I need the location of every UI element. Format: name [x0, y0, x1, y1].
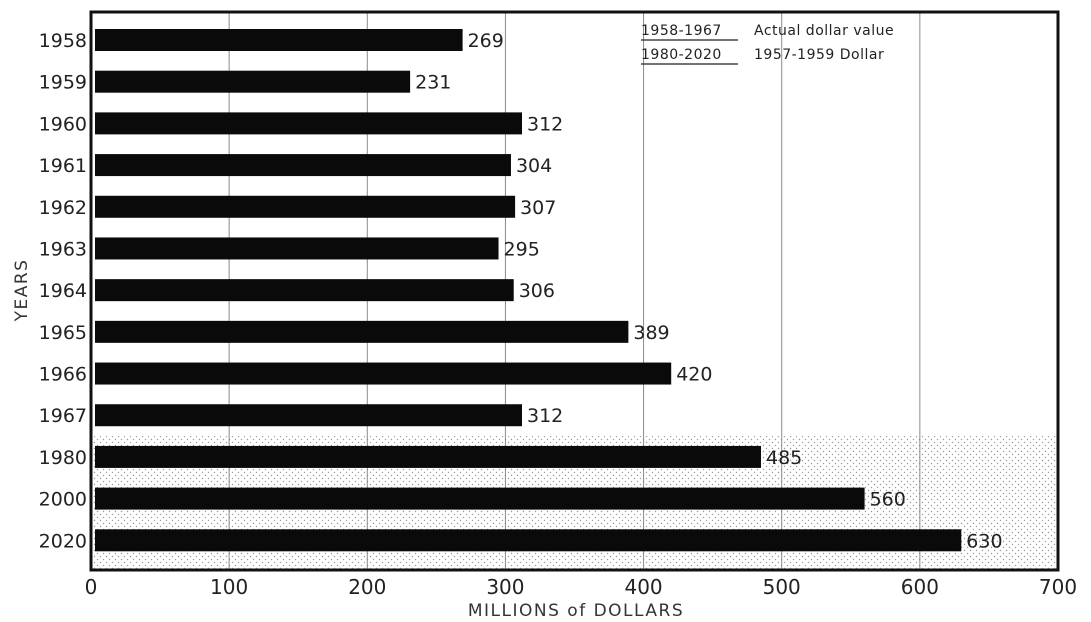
value-label-1964: 306	[519, 280, 555, 302]
year-label-2000: 2000	[39, 489, 87, 511]
bar-1958	[95, 29, 463, 51]
bar-1960	[95, 112, 523, 135]
bar-2000	[95, 487, 865, 510]
bar-1964	[95, 279, 514, 302]
x-tick-label: 500	[763, 575, 801, 599]
value-label-1960: 312	[527, 113, 563, 135]
value-label-1962: 307	[520, 197, 556, 219]
year-labels: 1958 1959 1960 1961 1962 1963 1964 1965 1966 1967…	[39, 30, 87, 552]
legend-range-actual: 1958-1967	[641, 23, 722, 39]
bar-1962	[95, 195, 516, 218]
bar-1967	[95, 404, 523, 427]
bar-1980	[95, 445, 761, 468]
value-label-1965: 389	[633, 322, 669, 344]
x-tick-label: 200	[348, 575, 386, 599]
x-tick-label: 100	[210, 575, 248, 599]
x-tick-label: 300	[486, 575, 524, 599]
year-label-1959: 1959	[39, 72, 87, 94]
value-label-1980: 485	[766, 447, 802, 469]
bar-1965	[95, 320, 629, 343]
value-label-1967: 312	[527, 405, 563, 427]
value-label-2000: 560	[870, 489, 906, 511]
year-label-1960: 1960	[39, 113, 87, 135]
y-axis-title: YEARS	[12, 259, 32, 323]
value-label-1961: 304	[516, 155, 552, 177]
bar-1961	[95, 154, 511, 177]
legend-text-actual: Actual dollar value	[754, 23, 894, 39]
x-tick-label: 700	[1039, 575, 1077, 599]
legend-text-projected: 1957-1959 Dollar	[754, 47, 884, 63]
value-label-1963: 295	[504, 238, 540, 260]
year-label-1958: 1958	[39, 30, 87, 52]
year-label-1965: 1965	[39, 322, 87, 344]
bars	[95, 29, 962, 552]
year-label-2020: 2020	[39, 530, 87, 552]
year-label-1980: 1980	[39, 447, 87, 469]
bar-1959	[95, 70, 411, 93]
x-axis-title: MILLIONS of DOLLARS	[468, 601, 684, 621]
value-label-2020: 630	[966, 530, 1002, 552]
year-label-1963: 1963	[39, 238, 87, 260]
x-tick-label: 400	[624, 575, 662, 599]
year-label-1966: 1966	[39, 364, 87, 386]
plot-frame	[89, 10, 1060, 572]
value-label-1966: 420	[676, 364, 712, 386]
year-label-1961: 1961	[39, 155, 87, 177]
year-label-1964: 1964	[39, 280, 87, 302]
bar-1966	[95, 362, 672, 385]
value-label-1958: 269	[468, 30, 504, 52]
legend-range-projected: 1980-2020	[641, 47, 722, 63]
x-tick-label: 600	[901, 575, 939, 599]
bar-1963	[95, 237, 499, 260]
value-labels: 269 231 312 304 307 295 306 389 420 312 485 560 630	[415, 30, 1002, 552]
x-tick-label: 0	[85, 575, 98, 599]
year-label-1967: 1967	[39, 405, 87, 427]
bar-2020	[95, 529, 962, 552]
legend: 1958-1967 Actual dollar value 1980-2020 …	[641, 23, 894, 65]
year-label-1962: 1962	[39, 197, 87, 219]
value-label-1959: 231	[415, 72, 451, 94]
x-tick-labels: 0 100 200 300 400 500 600 700	[85, 575, 1077, 599]
